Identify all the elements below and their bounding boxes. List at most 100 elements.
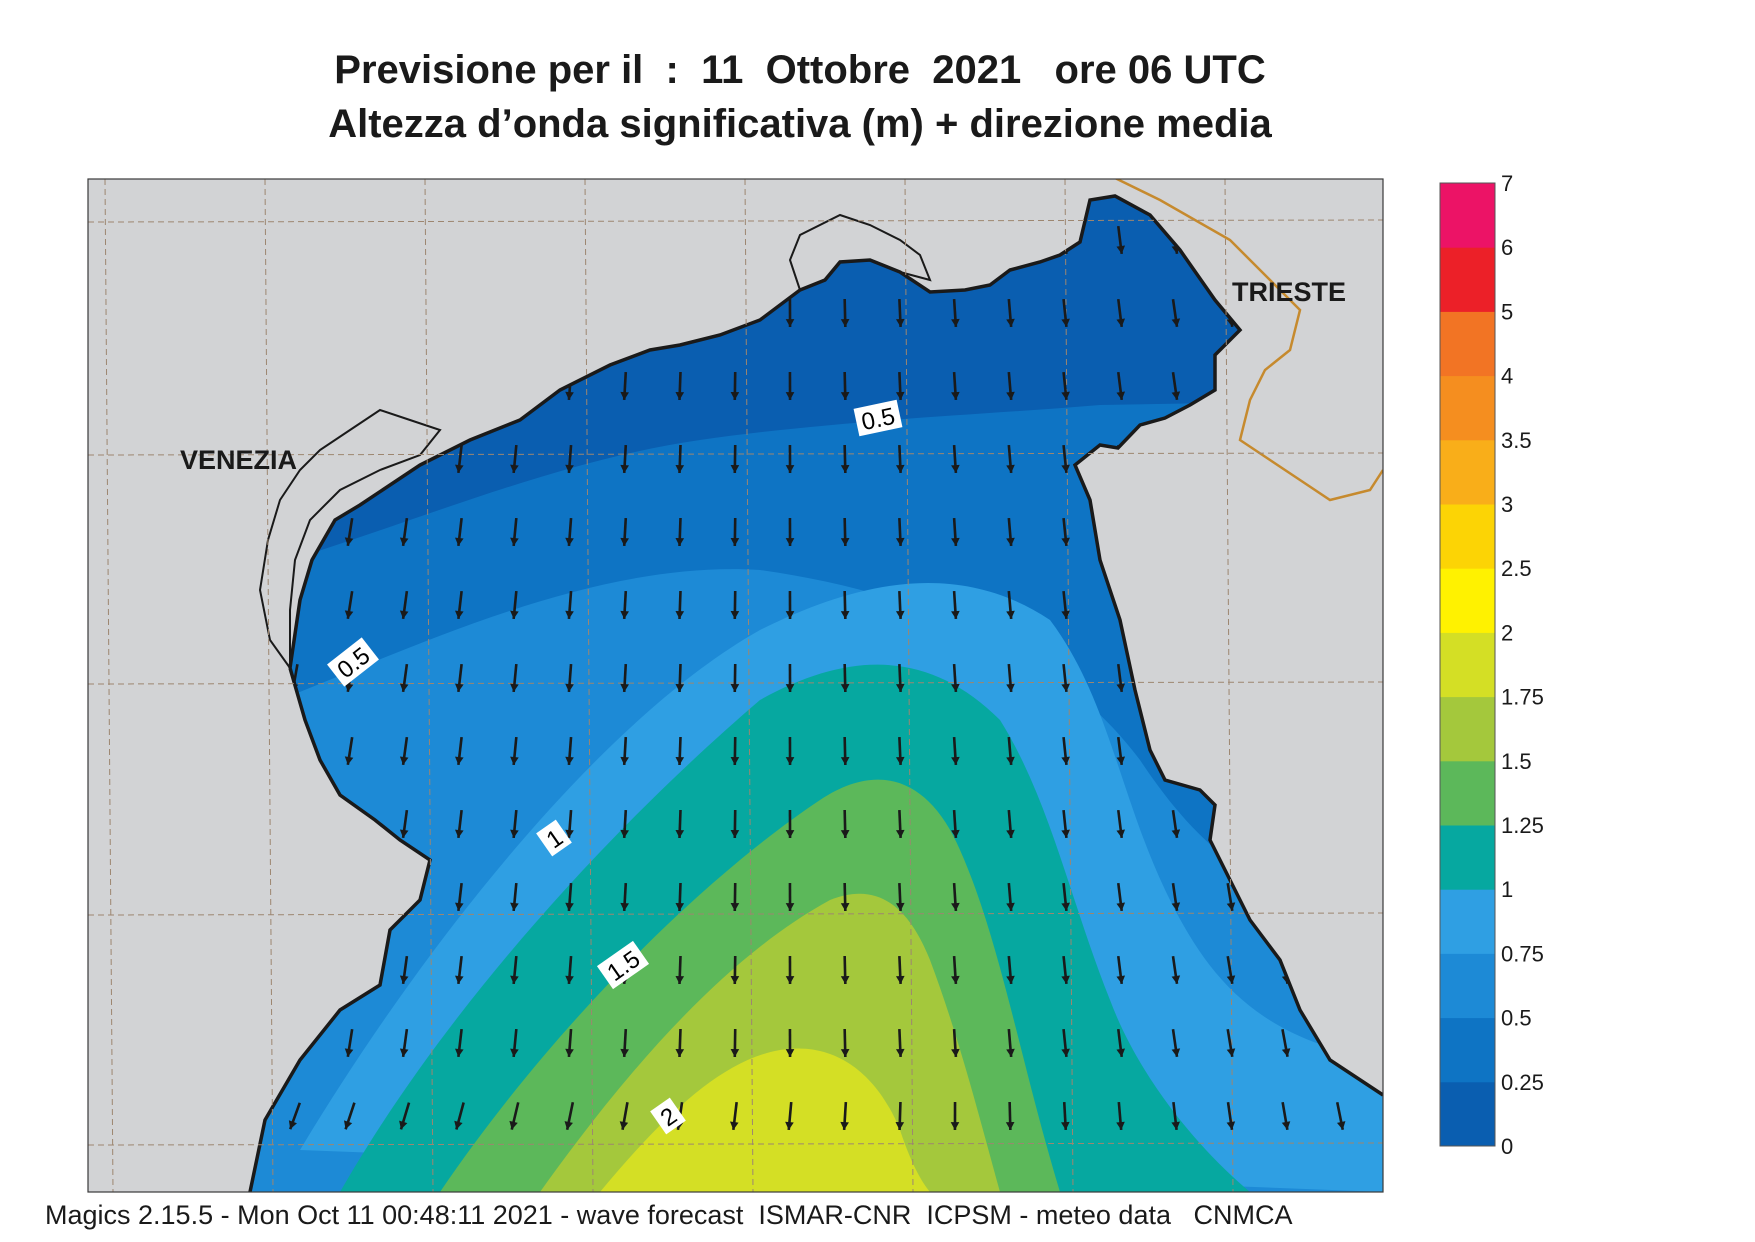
direction-arrowhead xyxy=(620,756,629,765)
coastline xyxy=(248,194,1383,1192)
direction-arrowhead xyxy=(620,537,629,546)
direction-arrowhead xyxy=(785,757,795,765)
direction-arrowhead xyxy=(1116,1121,1125,1130)
wave-height-field xyxy=(250,196,1383,1192)
direction-arrowhead xyxy=(840,464,850,473)
colorbar-tick-label: 1.75 xyxy=(1501,685,1544,710)
colorbar-swatch xyxy=(1440,1081,1495,1147)
direction-arrowhead xyxy=(565,1048,574,1057)
direction-arrowhead xyxy=(1336,1121,1346,1130)
direction-arrowhead xyxy=(620,391,629,400)
direction-arrowhead xyxy=(1061,902,1070,911)
direction-arrowhead xyxy=(675,391,685,400)
colorbar-tick-label: 0.25 xyxy=(1501,1070,1544,1095)
direction-arrowhead xyxy=(1226,1048,1236,1057)
direction-arrowhead xyxy=(455,610,464,619)
direction-arrowhead xyxy=(510,537,519,546)
direction-arrowhead xyxy=(1006,683,1015,692)
direction-arrowhead xyxy=(785,392,795,400)
direction-arrowhead xyxy=(1061,756,1070,765)
direction-arrowhead xyxy=(730,903,740,911)
colorbar-tick-label: 5 xyxy=(1501,299,1513,324)
direction-arrowhead xyxy=(730,392,740,400)
direction-arrowhead xyxy=(565,902,574,911)
colorbar-swatch xyxy=(1440,825,1495,890)
direction-arrowhead xyxy=(1281,1048,1291,1057)
direction-arrowhead xyxy=(895,610,905,619)
direction-arrowhead xyxy=(1171,1048,1181,1057)
direction-arrowhead xyxy=(344,610,354,619)
direction-arrowhead xyxy=(840,1048,850,1057)
direction-arrowhead xyxy=(675,829,685,838)
direction-arrowhead xyxy=(1006,975,1015,984)
direction-arrowhead xyxy=(455,464,464,473)
direction-arrowhead xyxy=(399,756,409,765)
colorbar-tick-label: 7 xyxy=(1501,171,1513,196)
direction-arrowhead xyxy=(730,684,740,692)
direction-arrowhead xyxy=(730,830,740,838)
direction-arrowhead xyxy=(675,975,685,984)
direction-arrowhead xyxy=(344,1048,354,1057)
colorbar-tick-label: 3 xyxy=(1501,492,1513,517)
direction-arrowhead xyxy=(399,683,409,692)
venice-lagoon-outline xyxy=(258,408,442,672)
colorbar-tick-label: 1.25 xyxy=(1501,813,1544,838)
direction-arrowhead xyxy=(455,829,464,838)
direction-arrowhead xyxy=(840,1121,849,1130)
direction-arrowhead xyxy=(620,829,629,838)
direction-arrowhead xyxy=(1061,537,1070,546)
direction-arrowhead xyxy=(1006,537,1015,546)
colorbar-tick-label: 0.75 xyxy=(1501,941,1544,966)
direction-arrowhead xyxy=(785,903,795,911)
direction-arrowhead xyxy=(399,537,409,546)
direction-arrowhead xyxy=(565,391,574,400)
direction-arrowhead xyxy=(951,975,960,984)
direction-arrowhead xyxy=(675,464,685,473)
direction-arrowhead xyxy=(565,683,574,692)
direction-arrowhead xyxy=(1171,902,1181,911)
direction-arrowhead xyxy=(785,319,795,327)
direction-arrowhead xyxy=(288,1120,297,1130)
direction-arrowhead xyxy=(344,537,354,546)
direction-arrowhead xyxy=(951,464,960,473)
direction-arrowhead xyxy=(785,465,795,473)
direction-arrowhead xyxy=(620,683,629,692)
direction-arrowhead xyxy=(675,902,685,911)
direction-arrowhead xyxy=(455,975,464,984)
direction-arrowhead xyxy=(510,683,519,692)
direction-arrowhead xyxy=(399,975,409,984)
colorbar-tick-label: 6 xyxy=(1501,235,1513,260)
direction-arrowhead xyxy=(675,537,685,546)
colorbar-swatch xyxy=(1440,183,1495,248)
direction-arrowhead xyxy=(620,1048,629,1057)
direction-arrowhead xyxy=(1226,975,1236,984)
direction-arrowhead xyxy=(565,756,574,765)
direction-arrowhead xyxy=(1226,1121,1236,1130)
place-label-venezia: VENEZIA xyxy=(180,445,297,475)
direction-arrowhead xyxy=(1006,464,1015,473)
direction-arrowhead xyxy=(1281,1121,1291,1130)
place-label-trieste: TRIESTE xyxy=(1232,277,1346,307)
direction-arrowhead xyxy=(1005,1121,1015,1130)
direction-arrowhead xyxy=(455,902,464,911)
colorbar-swatch xyxy=(1440,568,1495,633)
direction-arrowhead xyxy=(565,537,574,546)
direction-arrowhead xyxy=(1061,975,1070,984)
direction-arrowhead xyxy=(1061,1121,1070,1130)
direction-arrowhead xyxy=(455,756,464,765)
direction-arrowhead xyxy=(895,683,905,692)
direction-arrowhead xyxy=(840,537,850,546)
colorbar-tick-label: 1.5 xyxy=(1501,749,1532,774)
direction-arrowhead xyxy=(1226,902,1236,911)
colorbar-swatch xyxy=(1440,889,1495,954)
direction-arrowhead xyxy=(1061,391,1070,400)
direction-arrowhead xyxy=(895,902,905,911)
direction-arrowhead xyxy=(1116,245,1126,254)
direction-arrowhead xyxy=(620,610,629,619)
direction-arrowhead xyxy=(510,464,519,473)
direction-arrowhead xyxy=(895,391,905,400)
direction-arrowhead xyxy=(730,1049,740,1057)
direction-arrowhead xyxy=(951,902,960,911)
direction-arrowhead xyxy=(895,829,905,838)
direction-arrowhead xyxy=(895,756,905,765)
